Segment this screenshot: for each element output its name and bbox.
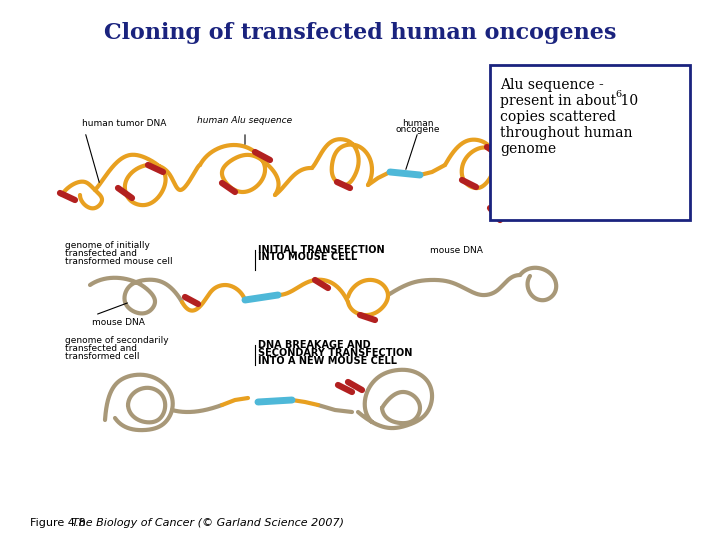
Text: INTO A NEW MOUSE CELL: INTO A NEW MOUSE CELL xyxy=(258,356,397,366)
Text: transfected and: transfected and xyxy=(65,249,137,258)
Text: genome: genome xyxy=(500,142,556,156)
Text: oncogene: oncogene xyxy=(396,125,440,134)
Text: transformed cell: transformed cell xyxy=(65,352,140,361)
Text: throughout human: throughout human xyxy=(500,126,632,140)
Text: Figure 4.8: Figure 4.8 xyxy=(30,518,93,528)
Text: copies scattered: copies scattered xyxy=(500,110,616,124)
Text: genome of initially: genome of initially xyxy=(65,241,150,250)
Text: nonrepeating: nonrepeating xyxy=(512,178,569,187)
Text: human tumor DNA: human tumor DNA xyxy=(82,119,166,128)
Text: The Biology of Cancer (© Garland Science 2007): The Biology of Cancer (© Garland Science… xyxy=(72,518,344,528)
Text: mouse DNA: mouse DNA xyxy=(92,318,145,327)
Text: DNA BREAKAGE AND: DNA BREAKAGE AND xyxy=(258,340,371,350)
Text: INTO MOUSE CELL: INTO MOUSE CELL xyxy=(258,252,357,262)
Text: mouse DNA: mouse DNA xyxy=(430,246,483,255)
Text: human sequence: human sequence xyxy=(512,186,585,195)
Text: transformed mouse cell: transformed mouse cell xyxy=(65,257,173,266)
Text: INITIAL TRANSFECTION: INITIAL TRANSFECTION xyxy=(258,245,384,255)
Text: SECONDARY TRANSFECTION: SECONDARY TRANSFECTION xyxy=(258,348,413,358)
Text: present in about 10: present in about 10 xyxy=(500,94,638,108)
Text: Alu sequence -: Alu sequence - xyxy=(500,78,604,92)
Text: human Alu sequence: human Alu sequence xyxy=(512,200,600,209)
Text: transfected and: transfected and xyxy=(65,344,137,353)
Text: human: human xyxy=(402,119,433,128)
Text: Cloning of transfected human oncogenes: Cloning of transfected human oncogenes xyxy=(104,22,616,44)
Text: genome of secondarily: genome of secondarily xyxy=(65,336,168,345)
Text: human Alu sequence: human Alu sequence xyxy=(197,116,292,125)
FancyBboxPatch shape xyxy=(490,65,690,220)
Text: 6: 6 xyxy=(615,90,621,99)
